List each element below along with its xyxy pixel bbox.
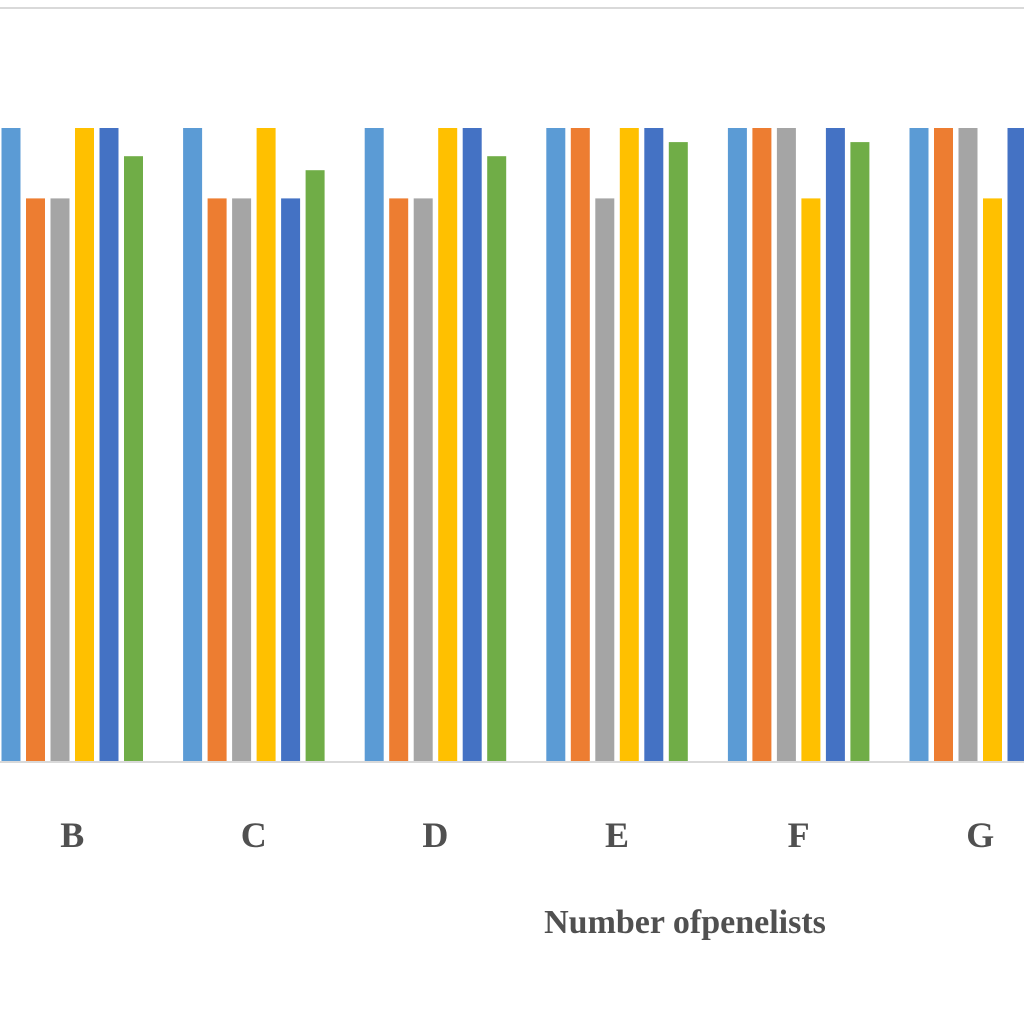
bar-E-series-5	[644, 128, 664, 761]
bar-C-series-5	[281, 198, 301, 761]
bar-B-series-2	[26, 198, 45, 761]
x-tick-label-C: C	[241, 815, 267, 855]
bars-layer	[1, 128, 1024, 762]
bar-B-series-5	[99, 128, 119, 761]
bar-G-series-1	[909, 128, 929, 761]
bar-G-series-4	[983, 198, 1002, 761]
bar-B-series-4	[75, 128, 94, 761]
bar-D-series-3	[413, 198, 433, 761]
bar-F-series-1	[727, 128, 747, 761]
bar-G-series-3	[958, 128, 978, 761]
x-tick-labels: B C D E F G	[60, 815, 994, 855]
bar-B-series-6	[124, 156, 143, 761]
bar-E-series-2	[570, 128, 590, 761]
bar-B-series-3	[50, 198, 70, 761]
bar-C-series-6	[305, 170, 325, 761]
bar-F-series-2	[752, 128, 772, 761]
bar-B-series-1	[1, 128, 21, 761]
bar-C-series-2	[207, 198, 227, 761]
x-tick-label-B: B	[60, 815, 84, 855]
x-tick-label-D: D	[422, 815, 448, 855]
bar-E-series-3	[595, 198, 615, 761]
bar-D-series-5	[462, 128, 482, 761]
bar-D-series-1	[364, 128, 384, 761]
bar-F-series-4	[801, 198, 821, 761]
x-tick-label-F: F	[788, 815, 810, 855]
x-tick-label-E: E	[605, 815, 629, 855]
bar-D-series-2	[389, 198, 409, 761]
bar-C-series-1	[183, 128, 203, 761]
bar-D-series-6	[487, 156, 507, 761]
bar-E-series-1	[546, 128, 566, 761]
x-axis-title: Number ofpenelists	[544, 904, 826, 941]
bar-F-series-3	[776, 128, 796, 761]
bar-F-series-6	[850, 142, 870, 762]
bar-E-series-4	[619, 128, 639, 761]
bar-G-series-5	[1007, 128, 1024, 761]
x-tick-label-G: G	[966, 815, 994, 855]
bar-F-series-5	[825, 128, 845, 761]
bar-G-series-2	[934, 128, 953, 761]
bar-D-series-4	[438, 128, 458, 761]
bar-C-series-4	[256, 128, 276, 761]
bar-E-series-6	[668, 142, 688, 762]
bar-C-series-3	[232, 198, 252, 761]
